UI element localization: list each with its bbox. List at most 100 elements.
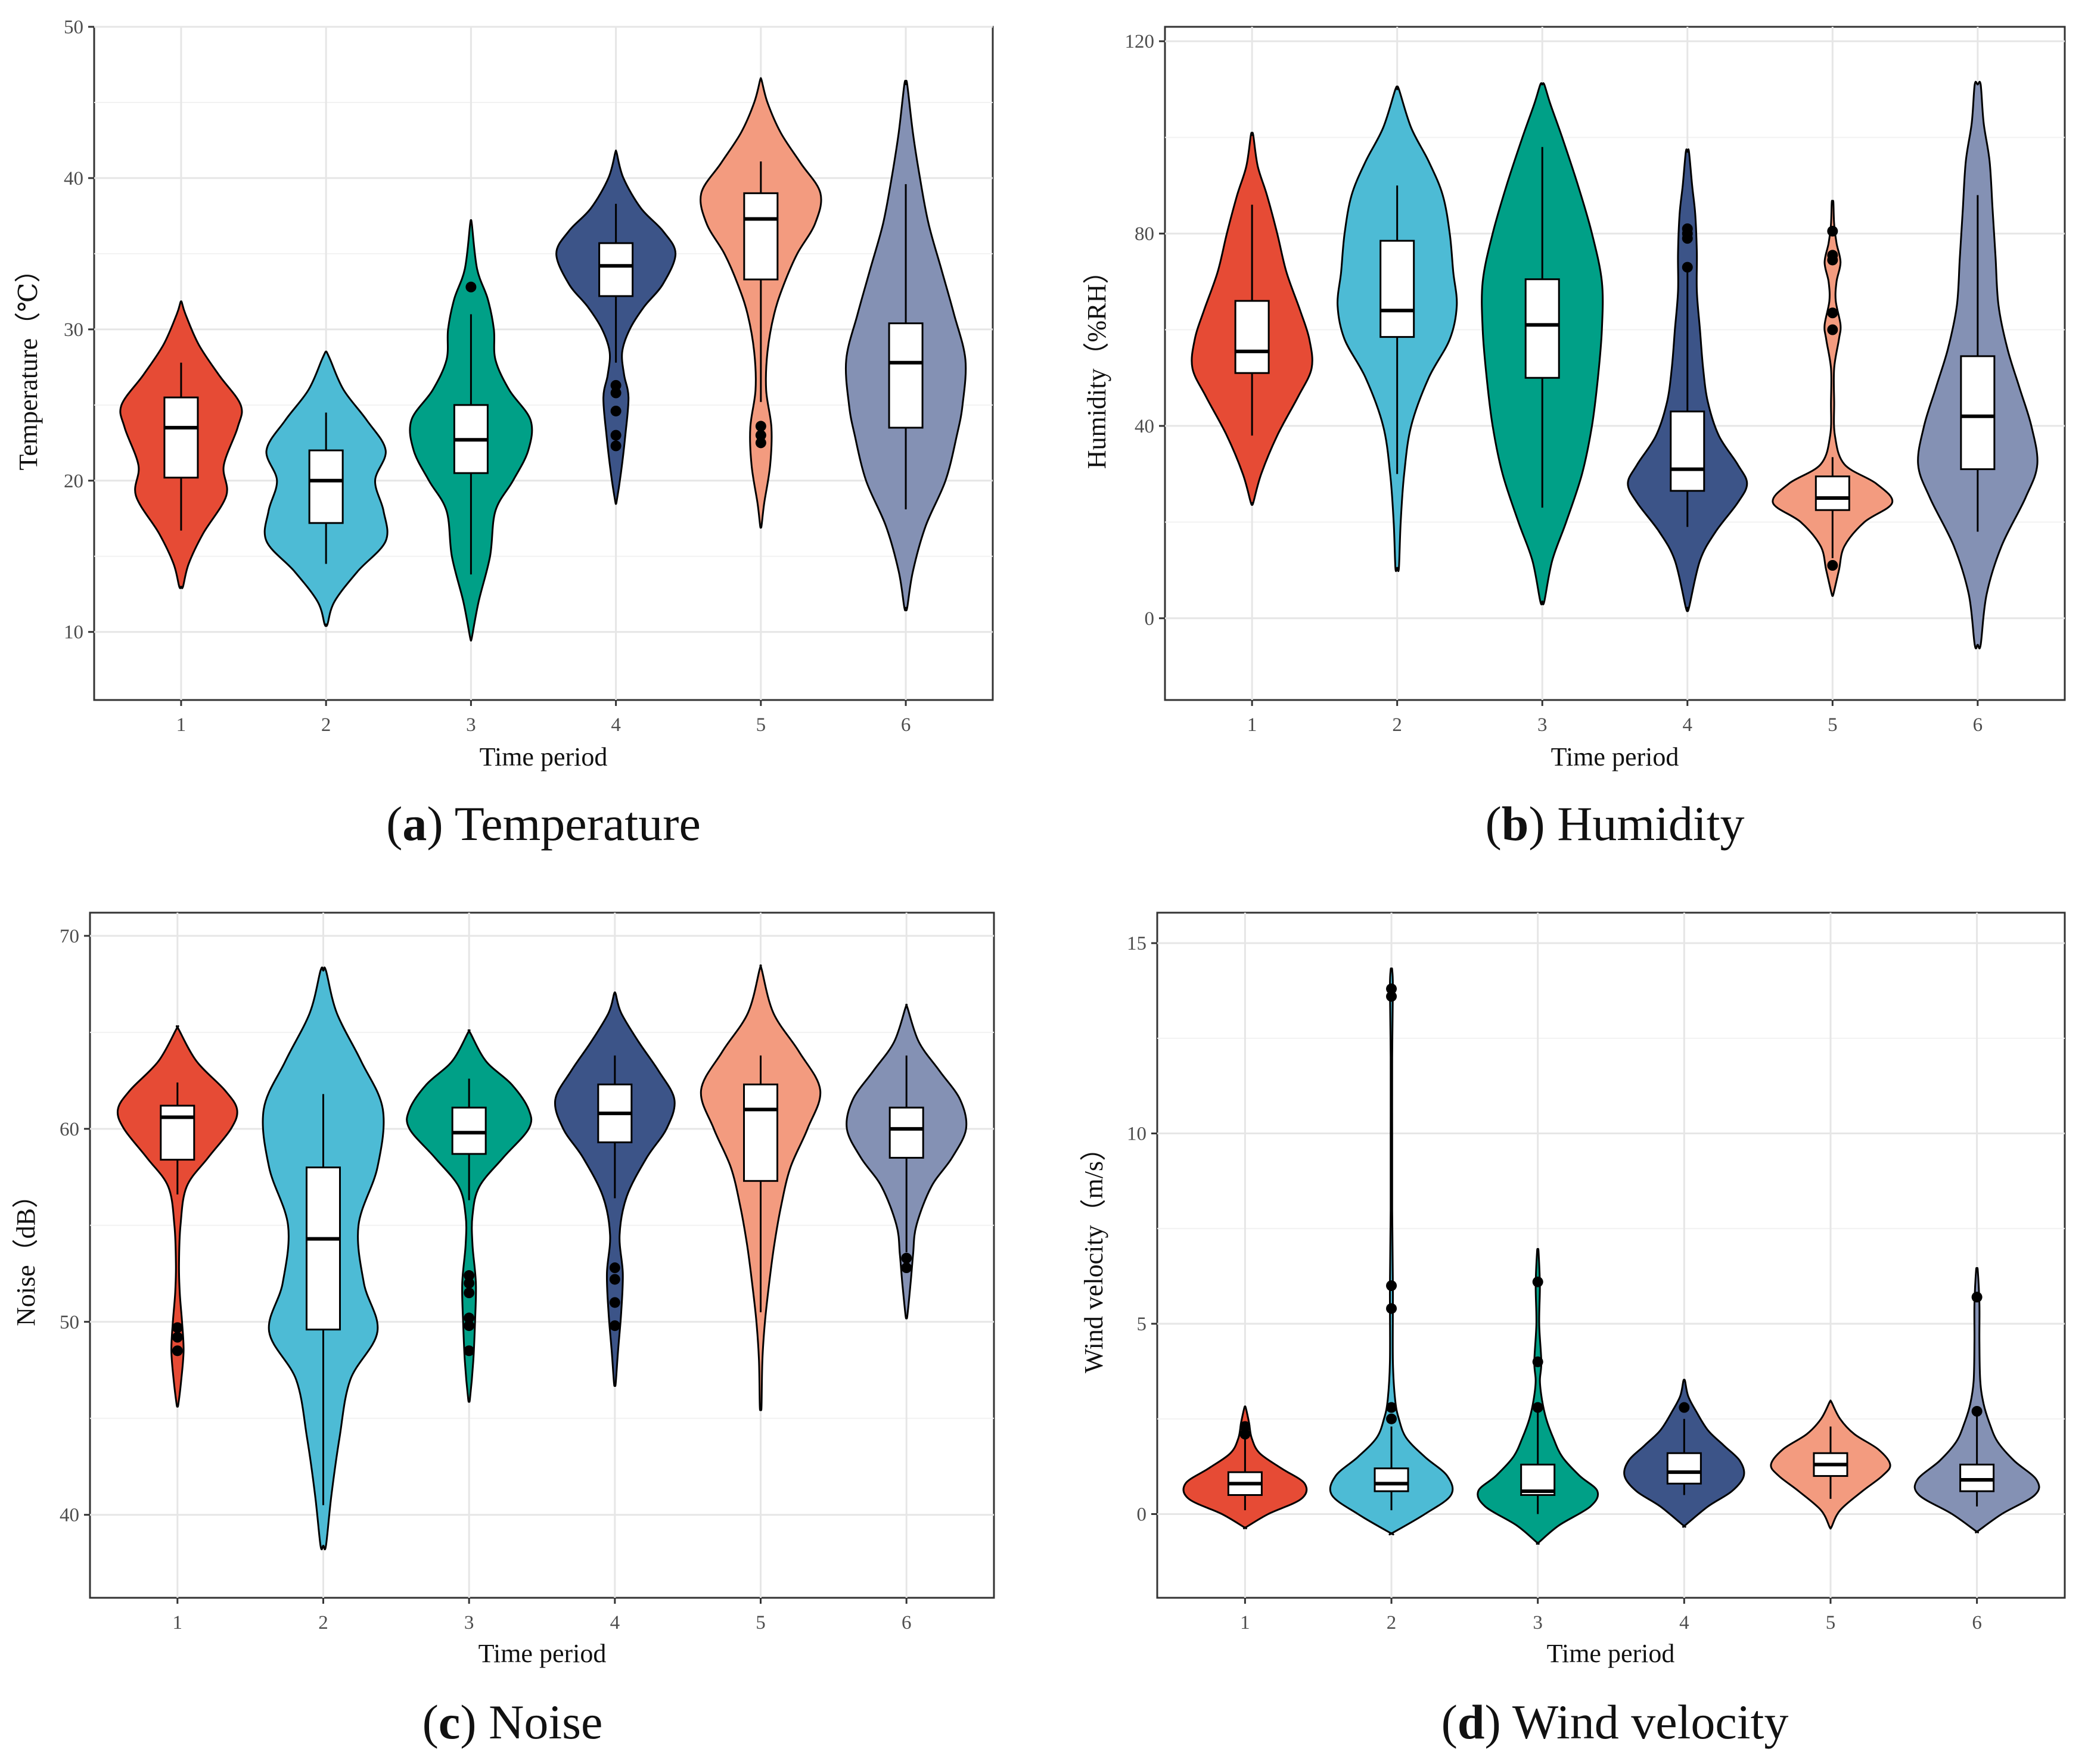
- box-iqr: [888, 322, 924, 429]
- outlier-point: [1827, 560, 1838, 571]
- outlier-point: [755, 437, 766, 449]
- violin-shape: [406, 1029, 533, 1403]
- outlier-point: [464, 1312, 475, 1324]
- x-axis-title: Time period: [1551, 742, 1679, 771]
- x-tick-label: 3: [466, 714, 476, 736]
- outlier-point: [1239, 1421, 1251, 1432]
- box-iqr: [1959, 1463, 1995, 1492]
- x-tick-label: 1: [176, 714, 187, 736]
- panel-humidity: 0 40 80 120 1 2 3 4 5 6 Time period Humidity（%RH…: [1082, 26, 2066, 851]
- box-iqr: [163, 396, 199, 479]
- outlier-point: [1532, 1356, 1543, 1367]
- y-tick-label: 80: [1135, 223, 1154, 245]
- y-tick-label: 10: [64, 622, 83, 643]
- outlier-point: [755, 421, 766, 432]
- x-tick-label: 1: [1240, 1612, 1250, 1634]
- x-axis-title: Time period: [1547, 1639, 1675, 1668]
- y-tick-label: 40: [60, 1505, 79, 1526]
- panel-caption-letter: b: [1502, 797, 1529, 851]
- outlier-point: [755, 430, 766, 441]
- outlier-point: [610, 440, 622, 452]
- panel-caption: (a) Temperature: [386, 797, 701, 851]
- outlier-point: [1386, 1413, 1397, 1424]
- outlier-point: [901, 1262, 912, 1274]
- panel-caption-text: Temperature: [455, 797, 701, 851]
- outlier-point: [609, 1262, 620, 1274]
- box-iqr: [1814, 475, 1850, 511]
- outlier-point: [172, 1331, 183, 1343]
- box-iqr: [451, 1106, 487, 1155]
- plot-area: [93, 26, 994, 701]
- x-axis-ticks: 1 2 3 4 5 6: [1240, 1598, 1982, 1634]
- outlier-point: [609, 1274, 620, 1285]
- violins: [1182, 967, 2040, 1545]
- box-iqr: [308, 449, 344, 524]
- y-tick-label: 20: [64, 471, 83, 492]
- outlier-point: [1827, 250, 1838, 261]
- box-iqr: [743, 192, 779, 281]
- box-iqr: [743, 1083, 779, 1182]
- box-iqr: [598, 242, 634, 297]
- outlier-point: [1827, 307, 1838, 319]
- outlier-point: [1971, 1292, 1983, 1303]
- box-iqr: [305, 1166, 341, 1331]
- outlier-point: [1532, 1402, 1543, 1413]
- x-tick-label: 5: [1826, 1612, 1836, 1634]
- y-axis-title: Temperature（℃）: [14, 257, 43, 471]
- y-tick-label: 15: [1127, 933, 1146, 954]
- panel-caption-text: Humidity: [1557, 797, 1744, 851]
- y-tick-label: 10: [1127, 1124, 1146, 1145]
- outlier-point: [610, 430, 622, 441]
- y-tick-label: 40: [1135, 416, 1154, 437]
- y-tick-label: 70: [60, 926, 79, 947]
- outlier-point: [1682, 223, 1693, 234]
- y-tick-label: 0: [1145, 608, 1155, 630]
- x-axis-ticks: 1 2 3 4 5 6: [1247, 700, 1983, 736]
- violins: [116, 964, 968, 1551]
- violins: [1191, 80, 2039, 649]
- x-tick-label: 5: [1828, 714, 1838, 736]
- panel-caption-text: Wind velocity: [1512, 1695, 1789, 1749]
- box-iqr: [1666, 1452, 1702, 1485]
- y-axis-ticks: 0 40 80 120: [1125, 31, 1165, 630]
- x-tick-label: 5: [756, 1612, 766, 1634]
- y-axis-title: Noise（dB）: [11, 1182, 41, 1326]
- violin-shape: [1477, 1247, 1599, 1545]
- violin-shape: [116, 1025, 238, 1408]
- x-tick-label: 3: [1537, 714, 1548, 736]
- x-tick-label: 2: [1392, 714, 1402, 736]
- panel-temperature: 10 20 30 40 50 1 2 3 4 5 6 Time period Temperatur…: [14, 17, 994, 851]
- x-tick-label: 4: [610, 1612, 620, 1634]
- panel-caption: (d) Wind velocity: [1441, 1695, 1789, 1749]
- box-iqr: [1960, 355, 1996, 471]
- outlier-point: [1386, 991, 1397, 1002]
- y-tick-label: 30: [64, 319, 83, 341]
- x-tick-label: 6: [1973, 714, 1983, 736]
- outlier-point: [609, 1320, 620, 1331]
- y-tick-label: 120: [1125, 31, 1155, 52]
- panel-noise: 40 50 60 70 1 2 3 4 5 6 Time period Noise（dB） (c…: [11, 911, 995, 1749]
- outlier-point: [1386, 983, 1397, 994]
- x-tick-label: 6: [1972, 1612, 1982, 1634]
- plot-area: [89, 911, 995, 1599]
- y-tick-label: 40: [64, 168, 83, 189]
- x-tick-label: 2: [318, 1612, 328, 1634]
- box-iqr: [888, 1106, 924, 1159]
- violin-shape: [1772, 200, 1894, 597]
- outlier-point: [464, 1345, 475, 1357]
- y-tick-label: 0: [1137, 1504, 1147, 1525]
- plot-area: [1164, 26, 2066, 701]
- x-tick-label: 1: [1247, 714, 1257, 736]
- outlier-point: [1827, 324, 1838, 335]
- outlier-point: [610, 379, 622, 391]
- x-axis-title: Time period: [480, 742, 608, 771]
- plot-area: [1156, 911, 2066, 1599]
- y-tick-label: 50: [60, 1312, 79, 1333]
- x-tick-label: 2: [321, 714, 331, 736]
- outlier-point: [172, 1322, 183, 1333]
- x-tick-label: 4: [1683, 714, 1693, 736]
- box-iqr: [1524, 278, 1560, 379]
- outlier-point: [464, 1320, 475, 1331]
- outlier-point: [464, 1277, 475, 1289]
